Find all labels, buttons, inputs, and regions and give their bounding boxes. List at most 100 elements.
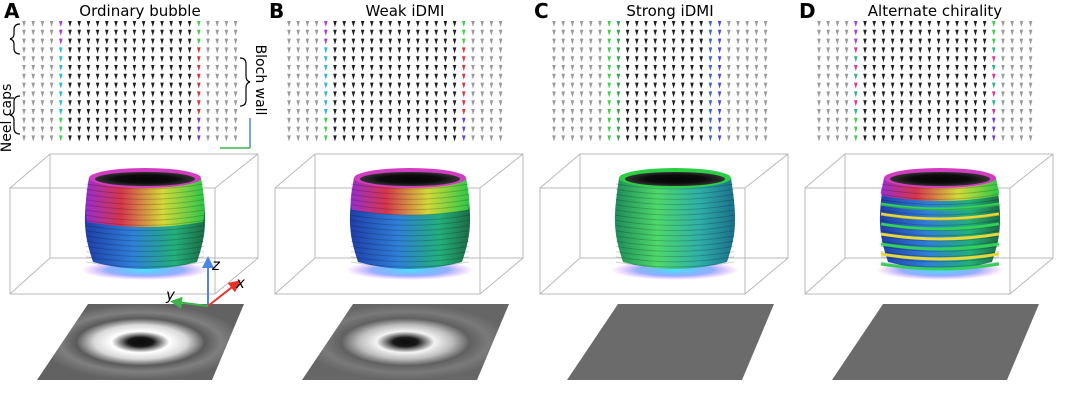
spin-arrow [561, 73, 565, 80]
spin-arrow [745, 38, 749, 45]
spin-arrow [552, 135, 556, 142]
spin-arrow [296, 38, 300, 45]
spin-arrow [1010, 126, 1014, 133]
spin-arrow [425, 38, 429, 45]
spin-arrow [471, 126, 475, 133]
spin-arrow [114, 117, 118, 124]
spin-arrow [452, 135, 457, 142]
spin-arrow [616, 29, 621, 36]
spin-arrow [489, 117, 494, 124]
spin-arrow [992, 73, 996, 80]
spin-arrow [817, 135, 821, 142]
spin-arrow [388, 47, 392, 54]
spin-arrow [826, 73, 830, 80]
spin-arrow [1001, 91, 1005, 98]
spin-arrow [909, 109, 913, 115]
spin-arrow [49, 47, 54, 54]
spin-arrow [881, 100, 886, 107]
slab [37, 304, 244, 380]
spin-arrow [141, 38, 146, 45]
spin-arrow [333, 135, 337, 142]
spin-arrow [141, 135, 146, 142]
spin-arrow [745, 91, 749, 98]
spin-arrow [763, 47, 768, 54]
spin-arrow [1010, 135, 1014, 142]
spin-arrow [881, 47, 886, 54]
spin-arrow [388, 56, 392, 63]
spin-arrow [397, 135, 402, 142]
box-edge [274, 257, 316, 295]
cylinder-rib [85, 225, 205, 232]
cylinder-rib [880, 256, 1000, 263]
spin-arrow [471, 109, 475, 115]
spin-arrow [579, 65, 584, 71]
spin-arrow [233, 56, 238, 63]
spin-arrow [872, 82, 876, 89]
spin-arrow [443, 109, 448, 115]
spin-arrow [462, 109, 466, 115]
spin-arrow [151, 126, 155, 133]
cylinder-rib [85, 256, 205, 263]
spin-arrow [690, 21, 694, 27]
spin-arrow [406, 91, 411, 98]
spin-arrow [872, 73, 876, 80]
slab [302, 304, 509, 380]
slab-surface [302, 304, 509, 380]
spin-arrow [992, 21, 996, 27]
spin-arrow [370, 100, 374, 107]
spin-arrow [77, 126, 81, 133]
spin-arrow [480, 126, 484, 133]
spin-arrow [397, 21, 402, 27]
cylinder-rib [350, 193, 470, 200]
spin-arrow [598, 100, 602, 107]
spin-arrow [635, 56, 639, 63]
spin-arrow [671, 56, 676, 63]
spin-arrow [40, 47, 45, 54]
spin-arrow [452, 73, 457, 80]
spin-arrow [607, 117, 611, 124]
spin-arrow [406, 65, 411, 71]
spin-arrow [946, 47, 950, 54]
spin-arrow [890, 29, 895, 36]
spin-arrow [178, 38, 183, 45]
spin-arrow [1028, 21, 1033, 27]
spin-arrow [206, 73, 210, 80]
spin-arrow [178, 56, 183, 63]
spin-arrow [736, 135, 740, 142]
spin-arrow [763, 38, 768, 45]
spin-arrow [351, 29, 356, 36]
spin-arrow [946, 21, 950, 27]
spin-arrow [826, 65, 830, 71]
spin-arrow [59, 109, 63, 115]
spin-arrow [169, 109, 173, 115]
spin-arrow [388, 29, 392, 36]
spin-arrow [416, 135, 420, 142]
panel-b: B Weak iDMI [269, 0, 524, 380]
spin-arrow [95, 21, 100, 27]
spin-arrow [141, 65, 146, 71]
spin-arrow [625, 56, 630, 63]
spin-arrow [863, 100, 867, 107]
spin-arrow [570, 47, 575, 54]
cylinder-upper-band [85, 178, 205, 227]
cylinder-rib [615, 183, 735, 190]
spin-arrow [324, 65, 328, 71]
spin-arrow [1010, 29, 1014, 36]
spin-arrow [105, 91, 109, 98]
spin-arrow [881, 109, 886, 115]
spin-arrow [296, 29, 300, 36]
spin-arrow [955, 100, 959, 107]
spin-arrow [114, 126, 118, 133]
spin-arrow [635, 82, 639, 89]
spin-arrow [717, 29, 722, 36]
spin-arrow [360, 21, 365, 27]
spin-arrow [105, 38, 109, 45]
spin-arrow [452, 126, 457, 133]
spin-arrow [296, 100, 300, 107]
spin-arrow [342, 117, 346, 124]
spin-arrow [662, 73, 667, 80]
spin-arrow [946, 82, 950, 89]
spin-arrow [206, 100, 210, 107]
spin-arrow [690, 91, 694, 98]
